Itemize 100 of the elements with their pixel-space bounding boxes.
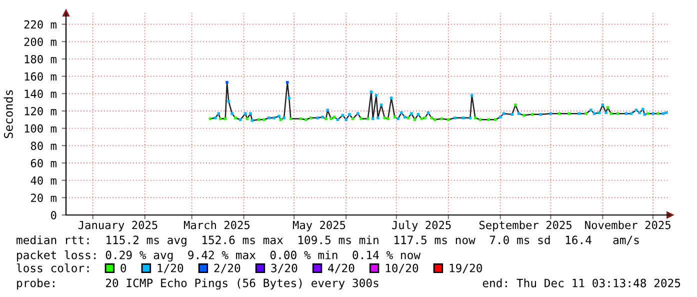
point: [234, 116, 237, 120]
point: [396, 117, 400, 120]
point: [309, 116, 312, 120]
point: [304, 118, 308, 122]
text: median rtt: 115.2 ms avg 152.6 ms max 109.5 ms min 117.5 ms now 7.0 ms sd 16.4 am/s: [16, 235, 639, 247]
point: [403, 116, 406, 118]
point: [366, 117, 370, 120]
point: [638, 111, 641, 114]
y-tick-label: 20 m: [31, 194, 56, 202]
point: [400, 111, 403, 114]
legend-label: 3/20: [271, 264, 298, 274]
point: [530, 113, 534, 116]
point: [522, 114, 526, 117]
y-tick-label: 200 m: [24, 38, 56, 46]
text: packet loss: 0.29 % avg 9.42 % max 0.00 % min 0.14 % now: [17, 250, 421, 262]
x-tick-label: January 2025: [78, 220, 158, 232]
text: probe: 20 ICMP Echo Pings (56 Bytes) every 300s: [17, 278, 378, 290]
point: [454, 116, 456, 120]
y-tick-label: 180 m: [24, 54, 56, 64]
point: [380, 104, 383, 106]
point: [386, 117, 390, 120]
point: [434, 118, 436, 122]
legend-label: 1/20: [158, 264, 184, 274]
point: [502, 112, 506, 115]
legend-label: 2/20: [214, 264, 240, 274]
point: [430, 116, 434, 120]
point: [372, 117, 374, 120]
point: [510, 113, 514, 116]
point: [316, 116, 319, 120]
point: [478, 118, 482, 122]
point: [344, 118, 348, 122]
point: [514, 104, 517, 106]
point: [606, 106, 610, 109]
legend-label: 4/20: [328, 264, 354, 274]
point: [286, 80, 289, 84]
point: [470, 94, 474, 97]
y-tick-label: 220 m: [24, 20, 56, 29]
point: [376, 116, 380, 120]
point: [282, 116, 286, 120]
point: [624, 112, 628, 115]
point: [584, 112, 588, 115]
y-tick-label: 60 m: [30, 158, 56, 168]
point: [230, 112, 234, 115]
point: [278, 114, 280, 118]
point: [226, 80, 228, 84]
point: [568, 112, 571, 115]
point: [370, 90, 373, 94]
point: [257, 118, 260, 122]
point: [239, 118, 242, 122]
point: [214, 116, 217, 120]
point: [332, 116, 336, 118]
point: [336, 118, 340, 122]
point: [630, 112, 633, 115]
point: [413, 118, 416, 122]
point: [356, 112, 360, 115]
point: [462, 116, 465, 120]
point: [410, 112, 413, 115]
point: [420, 117, 423, 120]
y-tick-label: 100 m: [24, 124, 56, 133]
point: [558, 112, 560, 115]
point: [268, 116, 270, 120]
point: [321, 116, 324, 118]
y-tick-label: 0: [51, 211, 56, 220]
point: [279, 118, 282, 122]
point: [383, 116, 386, 120]
point: [249, 112, 252, 115]
legend-label: 19/20: [450, 264, 482, 274]
point: [634, 108, 638, 112]
point: [447, 118, 450, 122]
point: [390, 96, 393, 100]
point: [590, 108, 592, 112]
point: [250, 119, 254, 122]
point: [665, 111, 668, 114]
point: [610, 112, 612, 115]
legend-label: 0: [120, 264, 126, 272]
point: [604, 111, 608, 114]
point: [272, 116, 276, 120]
point: [549, 112, 552, 115]
point: [656, 112, 660, 115]
legend-title: loss color:: [16, 263, 89, 272]
point: [578, 112, 581, 115]
point: [393, 116, 396, 118]
y-tick-label: 160 m: [24, 72, 56, 81]
point: [662, 112, 664, 115]
point: [487, 118, 490, 122]
y-tick-label: 120 m: [24, 106, 56, 116]
y-tick-label: 80 m: [30, 142, 56, 150]
point: [324, 117, 328, 120]
legend-label: 10/20: [386, 264, 418, 274]
x-tick-label: September 2025: [479, 220, 572, 232]
line-series: [210, 82, 668, 122]
x-tick-label: November 2025: [585, 220, 670, 230]
point: [517, 112, 520, 115]
point: [348, 113, 351, 116]
point: [246, 117, 249, 120]
point: [646, 112, 650, 115]
x-tick-label: May 2025: [292, 220, 346, 232]
point: [288, 96, 290, 100]
y-axis-title: Seconds: [4, 90, 13, 138]
point: [494, 118, 497, 122]
